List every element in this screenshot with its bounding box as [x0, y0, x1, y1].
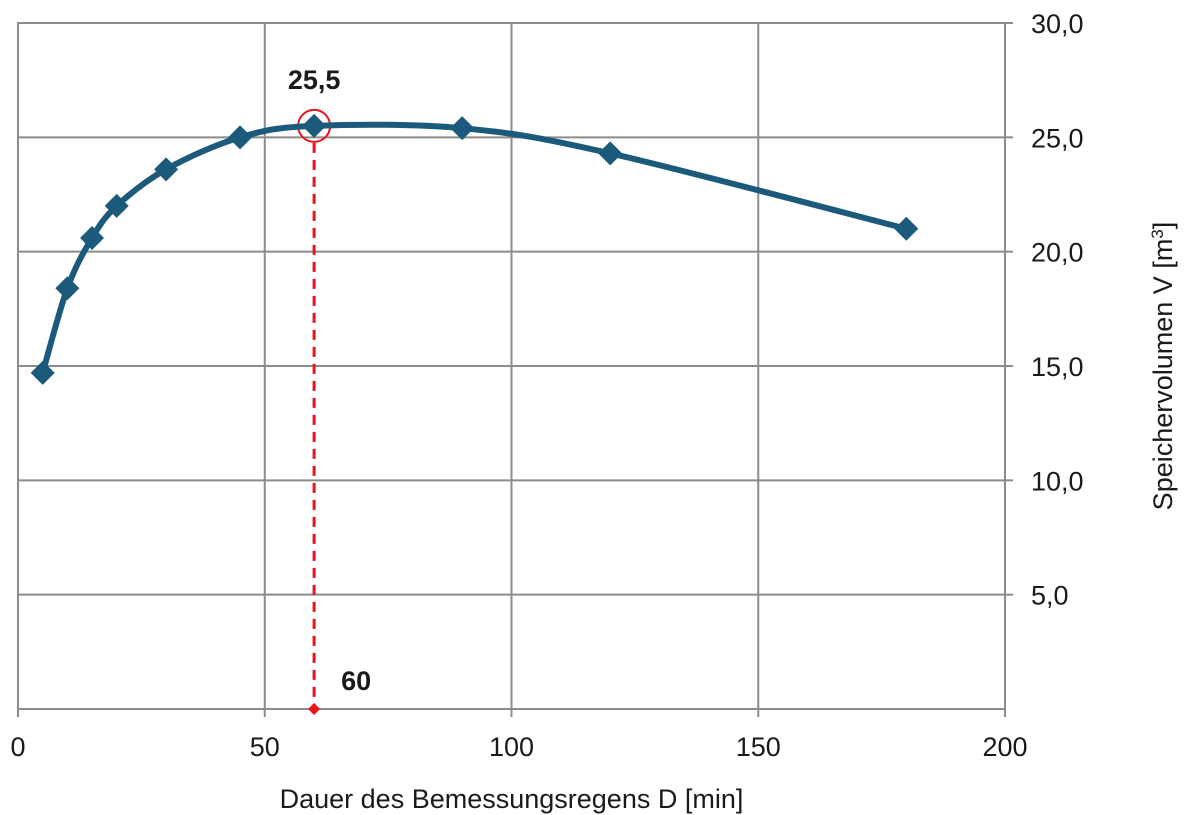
- data-point: [154, 157, 179, 182]
- x-tick-label: 200: [982, 732, 1027, 762]
- peak-value-label: 25,5: [288, 65, 341, 95]
- y-tick-label: 10,0: [1031, 466, 1084, 496]
- x-tick-label: 150: [736, 732, 781, 762]
- series-line: [39, 121, 910, 376]
- y-tick-label: 15,0: [1031, 352, 1084, 382]
- data-point: [30, 360, 55, 385]
- x-tick-label: 50: [250, 732, 280, 762]
- x-tick-label: 0: [10, 732, 25, 762]
- x-axis-title: Dauer des Bemessungsregens D [min]: [280, 784, 744, 814]
- y-tick-label: 30,0: [1031, 9, 1084, 39]
- grid-lines: [18, 23, 1005, 709]
- y-tick-label: 5,0: [1031, 581, 1069, 611]
- data-point: [598, 141, 623, 166]
- y-axis-title-main: Speichervolumen V [m: [1148, 239, 1178, 511]
- data-point: [450, 116, 475, 141]
- peak-duration-label: 60: [341, 666, 371, 696]
- data-point: [80, 225, 105, 250]
- peak-duration-marker: [308, 703, 321, 715]
- data-point: [302, 113, 327, 138]
- data-point: [228, 125, 253, 150]
- y-tick-label: 20,0: [1031, 238, 1084, 268]
- x-tick-label: 100: [489, 732, 534, 762]
- y-axis-title-end: ]: [1148, 222, 1178, 230]
- data-point: [104, 193, 129, 218]
- y-axis-title: Speichervolumen V [m3]: [1148, 222, 1179, 511]
- data-series: [30, 113, 919, 385]
- data-point: [894, 216, 919, 241]
- y-tick-label: 25,0: [1031, 123, 1084, 153]
- y-axis-title-superscript: 3: [1148, 229, 1167, 238]
- peak-guide: [297, 108, 332, 715]
- axis-ticks: 0 50 100 150 200 5,0 10,0 15,0 20,0 25,0 30,0: [10, 9, 1083, 762]
- data-point: [55, 276, 80, 301]
